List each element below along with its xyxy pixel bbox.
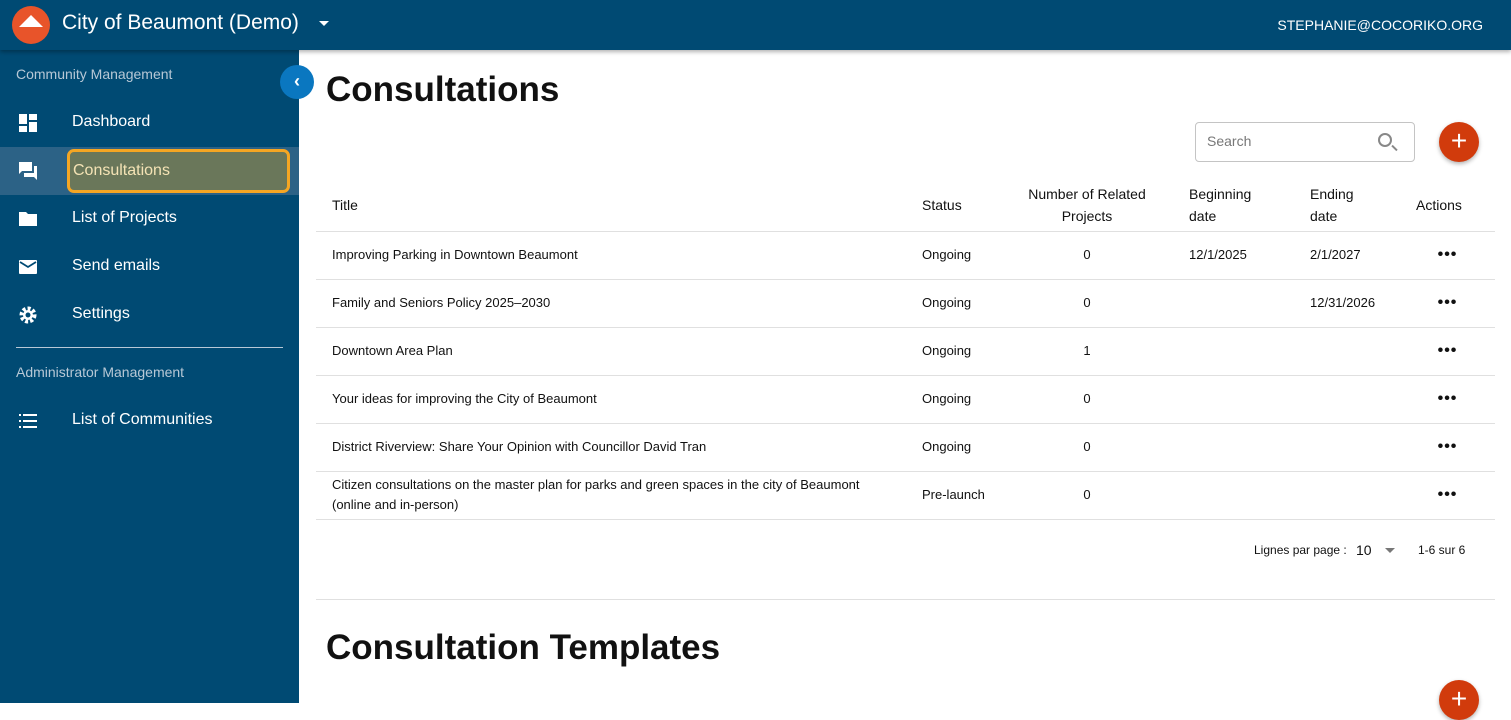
row-related-projects: 0 (1001, 423, 1173, 472)
row-ending-date: 12/31/2026 (1294, 279, 1400, 328)
column-status[interactable]: Status (906, 180, 1001, 232)
sidebar-item-label: Settings (72, 305, 130, 322)
sidebar-item-label: Send emails (72, 257, 161, 274)
section-divider (316, 599, 1495, 600)
row-status: Ongoing (906, 279, 1001, 328)
rows-per-page-select[interactable]: 10 (1356, 542, 1372, 558)
table-row[interactable]: District Riverview: Share Your Opinion w… (316, 423, 1495, 472)
sidebar-item-communities[interactable]: List of Communities (0, 397, 299, 445)
sidebar-item-label: List of Projects (72, 209, 177, 226)
row-actions-button[interactable]: ••• (1400, 471, 1495, 520)
row-status: Ongoing (906, 375, 1001, 424)
sidebar-item-label: Dashboard (72, 113, 151, 130)
row-beginning-date (1173, 375, 1294, 424)
row-related-projects: 0 (1001, 471, 1173, 520)
row-beginning-date (1173, 471, 1294, 520)
city-logo (12, 6, 50, 44)
add-consultation-button[interactable]: + (1439, 122, 1479, 162)
sidebar-item-settings[interactable]: Settings (0, 291, 299, 339)
section-administrator-management: Administrator Management (16, 364, 185, 380)
row-ending-date (1294, 423, 1400, 472)
add-template-button[interactable]: + (1439, 680, 1479, 720)
sidebar-item-send-emails[interactable]: Send emails (0, 243, 299, 291)
row-actions-button[interactable]: ••• (1400, 327, 1495, 376)
list-icon (19, 414, 37, 428)
row-actions-button[interactable]: ••• (1400, 423, 1495, 472)
forum-icon (19, 162, 37, 180)
row-related-projects: 0 (1001, 375, 1173, 424)
pagination-range: 1-6 sur 6 (1418, 543, 1466, 557)
gear-icon (19, 306, 37, 324)
user-menu[interactable]: STEPHANIE@COCORIKO.ORG (1277, 17, 1483, 33)
search-input[interactable] (1207, 133, 1367, 149)
row-title: District Riverview: Share Your Opinion w… (316, 423, 906, 472)
caret-down-icon[interactable] (1385, 548, 1395, 553)
top-bar: City of Beaumont (Demo) STEPHANIE@COCORI… (0, 0, 1511, 50)
rows-per-page-label: Lignes par page : (1254, 543, 1347, 557)
row-related-projects: 0 (1001, 231, 1173, 280)
row-actions-button[interactable]: ••• (1400, 231, 1495, 280)
row-status: Ongoing (906, 423, 1001, 472)
row-ending-date (1294, 375, 1400, 424)
sidebar-item-label: Consultations (67, 149, 290, 193)
search-icon (1378, 133, 1392, 147)
row-status: Ongoing (906, 231, 1001, 280)
row-related-projects: 0 (1001, 279, 1173, 328)
search-field[interactable] (1195, 122, 1415, 162)
row-beginning-date (1173, 423, 1294, 472)
section-community-management: Community Management (16, 66, 173, 82)
row-related-projects: 1 (1001, 327, 1173, 376)
column-related-projects[interactable]: Number of Related Projects (1001, 180, 1173, 232)
row-title: Family and Seniors Policy 2025–2030 (316, 279, 906, 328)
table-row[interactable]: Improving Parking in Downtown Beaumont On… (316, 231, 1495, 280)
row-title: Citizen consultations on the master plan… (316, 471, 906, 520)
row-ending-date (1294, 327, 1400, 376)
templates-title: Consultation Templates (326, 628, 721, 667)
caret-down-icon[interactable] (319, 21, 329, 26)
sidebar-item-dashboard[interactable]: Dashboard (0, 99, 299, 147)
page-title: Consultations (326, 70, 560, 109)
row-actions-button[interactable]: ••• (1400, 375, 1495, 424)
column-actions: Actions (1400, 180, 1495, 232)
sidebar-item-projects[interactable]: List of Projects (0, 195, 299, 243)
row-beginning-date (1173, 279, 1294, 328)
row-title: Downtown Area Plan (316, 327, 906, 376)
row-title: Your ideas for improving the City of Bea… (316, 375, 906, 424)
column-ending-date[interactable]: Ending date (1294, 180, 1400, 232)
row-beginning-date: 12/1/2025 (1173, 231, 1294, 280)
table-row[interactable]: Citizen consultations on the master plan… (316, 471, 1495, 520)
sidebar: Community Management Dashboard Consultat… (0, 50, 299, 703)
collapse-sidebar-button[interactable]: ‹ (280, 65, 314, 99)
table-row[interactable]: Family and Seniors Policy 2025–2030 Ongoi… (316, 279, 1495, 328)
sidebar-item-label: List of Communities (72, 411, 213, 428)
row-title: Improving Parking in Downtown Beaumont (316, 231, 906, 280)
table-row[interactable]: Downtown Area Plan Ongoing 1 ••• (316, 327, 1495, 376)
sidebar-divider (16, 347, 283, 348)
row-status: Ongoing (906, 327, 1001, 376)
dashboard-icon (19, 114, 37, 132)
mail-icon (19, 260, 37, 274)
consultations-table: Title Status Number of Related Projects … (316, 180, 1495, 520)
row-actions-button[interactable]: ••• (1400, 279, 1495, 328)
row-ending-date: 2/1/2027 (1294, 231, 1400, 280)
table-row[interactable]: Your ideas for improving the City of Bea… (316, 375, 1495, 424)
row-beginning-date (1173, 327, 1294, 376)
organization-selector[interactable]: City of Beaumont (Demo) (62, 11, 299, 34)
sidebar-item-consultations[interactable]: Consultations (0, 147, 299, 195)
folder-icon (19, 212, 37, 226)
column-beginning-date[interactable]: Beginning date (1173, 180, 1294, 232)
row-ending-date (1294, 471, 1400, 520)
column-title[interactable]: Title (316, 180, 906, 232)
row-status: Pre-launch (906, 471, 1001, 520)
